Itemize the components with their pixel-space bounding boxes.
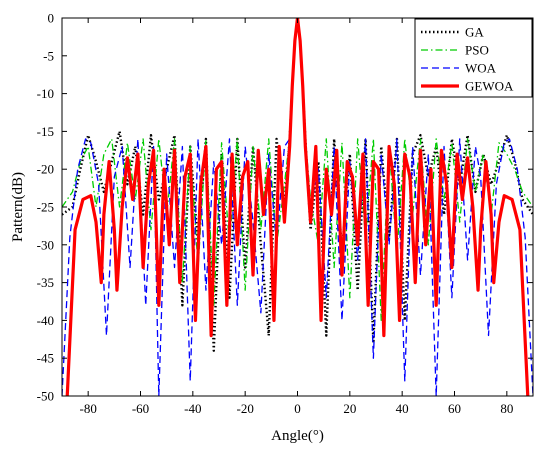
x-tick-label: 0 <box>294 401 301 416</box>
series-layer <box>62 18 533 396</box>
y-axis-label: Pattern(dB) <box>10 172 26 242</box>
x-tick-label: -40 <box>184 401 201 416</box>
y-tick-label: -25 <box>37 200 54 215</box>
y-tick-label: -10 <box>37 86 54 101</box>
x-tick-label: -60 <box>132 401 149 416</box>
x-tick-label: 40 <box>396 401 409 416</box>
legend-label-gewoa: GEWOA <box>465 79 514 94</box>
x-axis-label: Angle(°) <box>271 428 324 444</box>
axes-layer: -80 -60 -40 -20 0 20 40 60 80 0 -5 -10 -15 -20 -25 -30 -… <box>37 11 534 416</box>
x-tick-label: -20 <box>236 401 253 416</box>
y-tick-label: -50 <box>37 389 54 404</box>
y-tick-label: -5 <box>43 48 54 63</box>
y-tick-label: -45 <box>37 351 54 366</box>
series-line-woa <box>62 18 533 396</box>
y-tick-label: 0 <box>48 11 55 26</box>
x-tick-label: -80 <box>79 401 96 416</box>
legend: GA PSO WOA GEWOA <box>414 18 533 98</box>
legend-label-ga: GA <box>465 25 484 40</box>
x-tick-label: 20 <box>343 401 356 416</box>
y-tick-label: -15 <box>37 124 54 139</box>
legend-label-woa: WOA <box>465 61 497 76</box>
series-line-gewoa <box>65 18 530 396</box>
y-tick-label: -40 <box>37 313 54 328</box>
y-tick-label: -20 <box>37 162 54 177</box>
x-tick-label: 80 <box>500 401 513 416</box>
legend-label-pso: PSO <box>465 43 489 58</box>
y-tick-label: -35 <box>37 275 54 290</box>
y-tick-label: -30 <box>37 237 54 252</box>
x-tick-label: 60 <box>448 401 461 416</box>
